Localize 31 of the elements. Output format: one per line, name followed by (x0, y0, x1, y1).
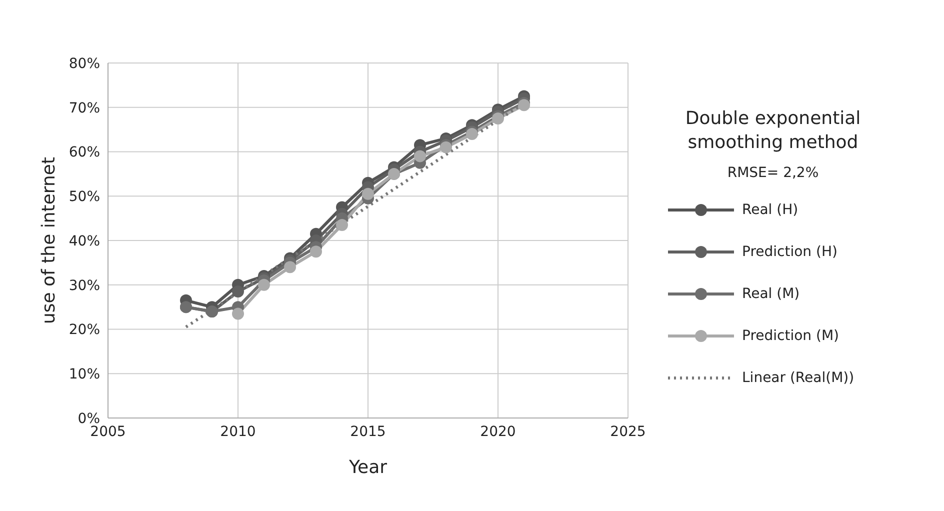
legend-label: Prediction (H) (742, 244, 838, 260)
x-axis-title: Year (348, 457, 388, 478)
x-tick-label: 2010 (220, 424, 256, 440)
y-tick-label: 10% (68, 366, 100, 383)
x-tick-label: 2025 (610, 424, 646, 440)
point (258, 278, 270, 291)
legend-title: Double exponential smoothing method (684, 107, 862, 155)
x-tick-label: 2020 (480, 424, 516, 440)
y-tick-label: 50% (68, 189, 100, 206)
legend-label: Prediction (M) (742, 328, 840, 344)
point (232, 286, 244, 298)
text: RMSE= 2,2% (726, 165, 820, 181)
point (284, 261, 296, 274)
y-tick-label: 40% (68, 233, 100, 250)
y-tick-label: 80% (68, 56, 100, 72)
point (232, 308, 244, 320)
x-tick-label: 2015 (350, 424, 386, 440)
legend-label: Real (M) (742, 286, 800, 302)
legend-label: Real (H) (742, 202, 798, 218)
point (362, 188, 374, 200)
point (466, 128, 478, 140)
y-tick-label: 30% (68, 278, 100, 294)
y-tick-label: 70% (68, 100, 100, 116)
point (336, 218, 348, 231)
point (310, 246, 322, 258)
point (518, 99, 530, 112)
y-axis-title: use of the internet (38, 156, 60, 324)
y-tick-label: 20% (68, 322, 100, 338)
legend-label: Linear (Real(M)) (742, 370, 854, 386)
point (414, 150, 426, 162)
y-tick-label: 60% (68, 144, 100, 161)
